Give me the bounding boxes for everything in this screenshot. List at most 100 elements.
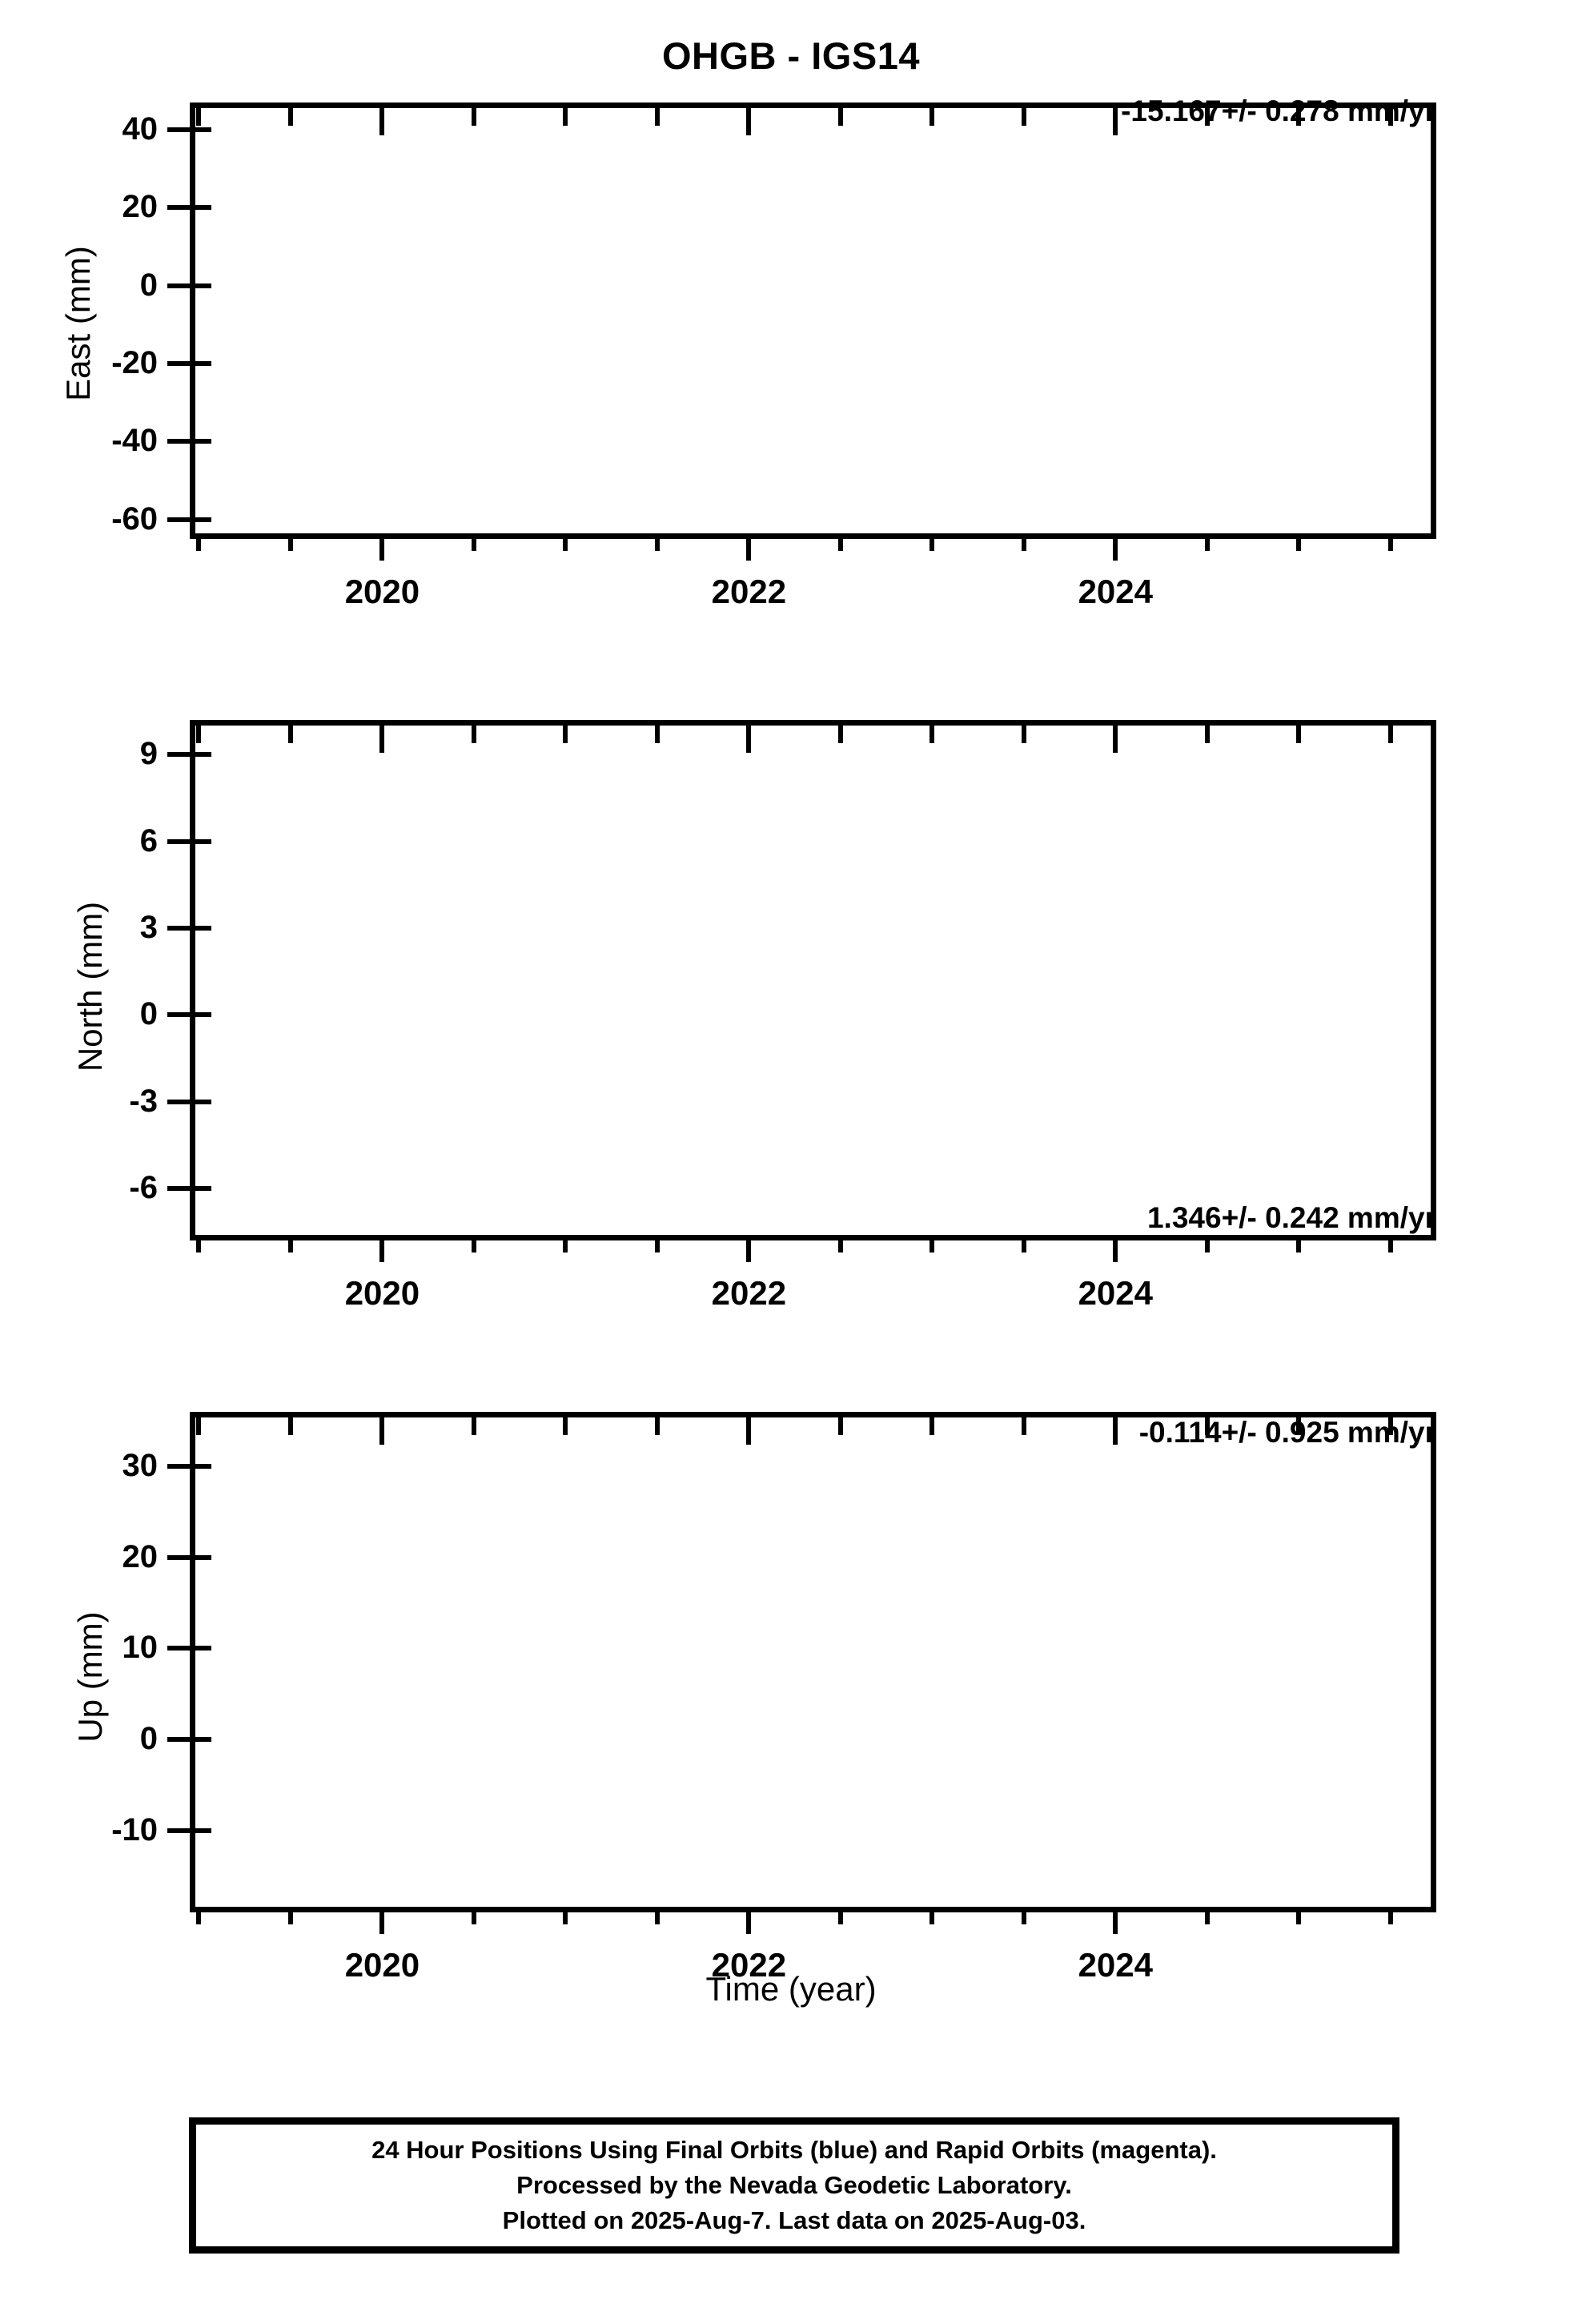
x-minor-tick-mark [1204, 1907, 1210, 1924]
y-tick-label: 20 [122, 1538, 159, 1574]
x-major-tick-mark-top [1113, 108, 1118, 135]
x-minor-tick-mark-top [1204, 1417, 1210, 1435]
x-minor-tick-mark-top [471, 726, 476, 743]
y-tick-mark [167, 517, 190, 522]
x-minor-tick-mark [837, 533, 843, 551]
x-minor-tick-mark-top [1021, 108, 1026, 126]
y-tick-mark [167, 1186, 190, 1191]
x-major-tick-mark [379, 1235, 385, 1262]
x-minor-tick-mark-top [654, 726, 660, 743]
x-minor-tick-mark-top [1204, 108, 1210, 126]
north-axes-frame [190, 720, 1436, 1240]
y-tick-label: 9 [139, 736, 158, 772]
y-tick-mark-inner [195, 283, 211, 288]
y-tick-label: 0 [139, 267, 158, 303]
y-tick-mark [167, 752, 190, 758]
y-tick-mark-inner [195, 1099, 211, 1104]
x-major-tick-mark [746, 1907, 752, 1934]
panel-east [190, 103, 1436, 539]
x-minor-tick-mark [287, 1907, 293, 1924]
y-tick-mark [167, 205, 190, 211]
x-minor-tick-mark-top [930, 726, 935, 743]
panel-up [190, 1412, 1436, 1912]
y-tick-mark [167, 1099, 190, 1104]
y-tick-mark-inner [195, 838, 211, 844]
x-minor-tick-mark-top [837, 108, 843, 126]
x-minor-tick-mark [1204, 1235, 1210, 1252]
x-tick-label: 2022 [711, 1274, 787, 1312]
x-minor-tick-mark [196, 533, 202, 551]
x-minor-tick-mark [930, 1907, 935, 1924]
x-minor-tick-mark-top [1204, 726, 1210, 743]
y-tick-label: 6 [139, 822, 158, 858]
x-minor-tick-mark [1387, 1235, 1393, 1252]
y-tick-mark-inner [195, 926, 211, 931]
x-minor-tick-mark [1021, 1907, 1026, 1924]
y-tick-label: 20 [122, 189, 159, 225]
x-minor-tick-mark [196, 1907, 202, 1924]
x-tick-label: 2024 [1078, 1274, 1154, 1312]
x-minor-tick-mark [837, 1907, 843, 1924]
x-minor-tick-mark-top [1296, 108, 1302, 126]
x-minor-tick-mark-top [287, 108, 293, 126]
y-tick-label: -60 [111, 501, 158, 537]
x-tick-label: 2022 [711, 573, 787, 610]
y-tick-mark [167, 838, 190, 844]
x-minor-tick-mark [930, 533, 935, 551]
y-tick-mark [167, 439, 190, 444]
x-major-tick-mark-top [1113, 726, 1118, 753]
x-minor-tick-mark [563, 1907, 568, 1924]
x-minor-tick-mark-top [1387, 726, 1393, 743]
y-tick-label: -20 [111, 345, 158, 381]
y-tick-label: -6 [129, 1170, 158, 1205]
x-minor-tick-mark-top [1296, 1417, 1302, 1435]
x-minor-tick-mark [471, 1907, 476, 1924]
x-minor-tick-mark [930, 1235, 935, 1252]
x-minor-tick-mark-top [837, 1417, 843, 1435]
x-axis-title: Time (year) [705, 1970, 877, 2008]
x-minor-tick-mark-top [563, 1417, 568, 1435]
x-minor-tick-mark [654, 1235, 660, 1252]
y-tick-mark [167, 361, 190, 367]
y-tick-mark [167, 127, 190, 133]
x-minor-tick-mark-top [196, 726, 202, 743]
x-major-tick-mark [1113, 1235, 1118, 1262]
caption-line-3: Plotted on 2025-Aug-7. Last data on 2025… [502, 2206, 1086, 2234]
y-tick-mark-inner [195, 127, 211, 133]
panel-north [190, 720, 1436, 1240]
x-tick-label: 2020 [344, 1274, 420, 1312]
up-axis-title: Up (mm) [71, 1611, 109, 1743]
x-minor-tick-mark-top [1296, 726, 1302, 743]
y-tick-mark-inner [195, 439, 211, 444]
x-minor-tick-mark [287, 533, 293, 551]
x-minor-tick-mark-top [471, 108, 476, 126]
caption-line-1: 24 Hour Positions Using Final Orbits (bl… [371, 2135, 1217, 2164]
x-minor-tick-mark-top [1387, 1417, 1393, 1435]
x-minor-tick-mark [1296, 1235, 1302, 1252]
x-major-tick-mark [379, 533, 385, 561]
y-tick-label: -40 [111, 423, 158, 459]
x-major-tick-mark [746, 533, 752, 561]
x-minor-tick-mark [471, 533, 476, 551]
y-tick-label: -3 [129, 1083, 158, 1119]
y-tick-label: 30 [122, 1448, 159, 1484]
x-major-tick-mark-top [746, 1417, 752, 1445]
east-axes-frame [190, 103, 1436, 539]
x-minor-tick-mark [1296, 1907, 1302, 1924]
y-tick-label: 0 [139, 1721, 158, 1757]
x-major-tick-mark [1113, 533, 1118, 561]
y-tick-label: 40 [122, 111, 159, 147]
y-tick-mark-inner [195, 1646, 211, 1651]
caption-box: 24 Hour Positions Using Final Orbits (bl… [189, 2117, 1399, 2254]
y-tick-mark [167, 283, 190, 288]
x-minor-tick-mark-top [471, 1417, 476, 1435]
east-rate-label: -15.167+/- 0.278 mm/yr [1121, 94, 1436, 127]
north-axis-title: North (mm) [71, 901, 109, 1072]
x-tick-label: 2020 [344, 1946, 420, 1984]
x-minor-tick-mark [1387, 1907, 1393, 1924]
x-tick-label: 2020 [344, 573, 420, 610]
x-minor-tick-mark-top [930, 1417, 935, 1435]
y-tick-mark-inner [195, 752, 211, 758]
x-minor-tick-mark-top [563, 108, 568, 126]
